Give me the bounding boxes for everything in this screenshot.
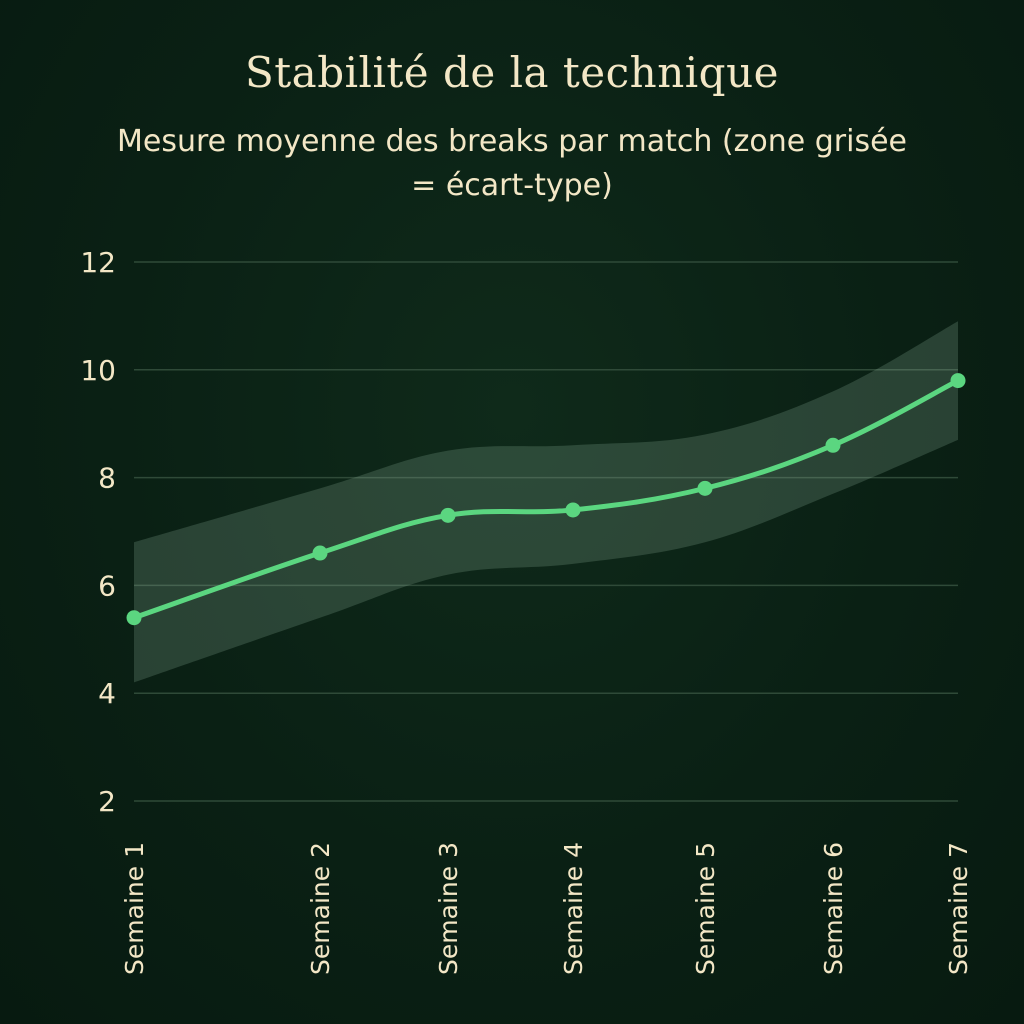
data-point — [950, 373, 966, 389]
x-tick-label: Semaine 1 — [120, 842, 149, 975]
y-tick-label: 10 — [80, 354, 116, 387]
y-axis-ticks: 2 4 6 8 10 12 — [80, 246, 116, 818]
y-tick-label: 8 — [98, 462, 116, 495]
data-point — [825, 437, 841, 453]
data-point — [565, 502, 581, 518]
x-tick-label: Semaine 7 — [944, 842, 973, 975]
data-point — [126, 610, 142, 626]
data-point — [697, 480, 713, 496]
x-tick-label: Semaine 4 — [559, 842, 588, 975]
x-tick-label: Semaine 2 — [306, 842, 335, 975]
data-points — [126, 373, 966, 626]
y-tick-label: 2 — [98, 785, 116, 818]
x-axis-ticks: Semaine 1 Semaine 2 Semaine 3 Semaine 4 Sema… — [120, 842, 973, 975]
y-tick-label: 6 — [98, 569, 116, 602]
std-dev-band — [134, 321, 958, 683]
x-tick-label: Semaine 6 — [819, 842, 848, 975]
y-tick-label: 12 — [80, 246, 116, 279]
data-point — [312, 545, 328, 561]
grid-lines — [134, 261, 958, 802]
data-point — [440, 507, 456, 523]
chart-subtitle: Mesure moyenne des breaks par match (zon… — [116, 124, 907, 203]
y-tick-label: 4 — [98, 677, 116, 710]
x-tick-label: Semaine 3 — [434, 842, 463, 975]
x-tick-label: Semaine 5 — [691, 842, 720, 975]
chart-title: Stabilité de la technique — [245, 48, 779, 97]
